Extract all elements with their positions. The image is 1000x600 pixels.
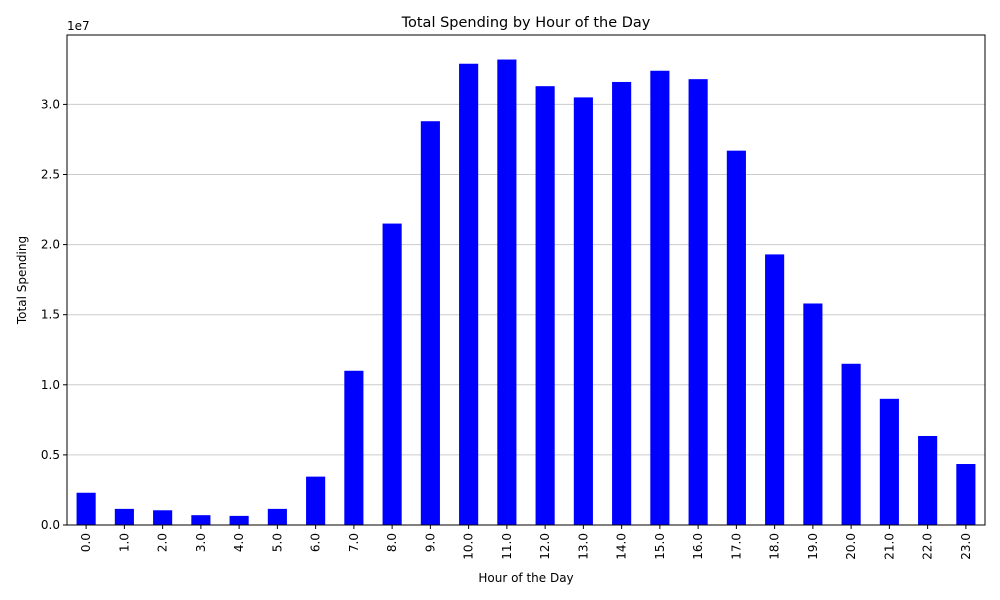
bars bbox=[76, 59, 976, 526]
bar bbox=[612, 81, 632, 525]
bar bbox=[382, 223, 402, 525]
x-tick-label: 17.0 bbox=[729, 533, 743, 560]
bar bbox=[841, 363, 861, 525]
y-tick-label: 3.0 bbox=[41, 97, 60, 111]
x-tick-label: 14.0 bbox=[615, 533, 629, 560]
gridlines bbox=[67, 103, 985, 456]
y-tick-label: 0.0 bbox=[41, 518, 60, 532]
y-tick-label: 2.0 bbox=[41, 238, 60, 252]
x-tick-label: 2.0 bbox=[156, 533, 170, 552]
y-axis-label: Total Spending bbox=[15, 236, 29, 325]
y-tick-label: 1.0 bbox=[41, 378, 60, 392]
x-tick-label: 3.0 bbox=[194, 533, 208, 552]
bar bbox=[497, 59, 517, 526]
bar bbox=[76, 492, 96, 525]
x-tick-label: 4.0 bbox=[232, 533, 246, 552]
x-tick-label: 23.0 bbox=[959, 533, 973, 560]
bar bbox=[879, 398, 899, 525]
x-tick-label: 18.0 bbox=[768, 533, 782, 560]
x-tick-label: 9.0 bbox=[423, 533, 437, 552]
x-tick-label: 21.0 bbox=[882, 533, 896, 560]
bar bbox=[306, 476, 326, 525]
y-tick-label: 0.5 bbox=[41, 448, 60, 462]
bar bbox=[114, 508, 134, 525]
bar bbox=[535, 86, 555, 526]
bar bbox=[459, 63, 479, 525]
bar bbox=[420, 121, 440, 525]
bar bbox=[573, 97, 593, 525]
plot-frame bbox=[66, 34, 986, 526]
y-tick-label: 2.5 bbox=[41, 167, 60, 181]
y-axis-ticks: 0.0 0.5 1.0 1.5 2.0 2.5 3.0 bbox=[41, 97, 67, 532]
x-tick-label: 5.0 bbox=[270, 533, 284, 552]
bar bbox=[229, 515, 249, 525]
x-tick-label: 1.0 bbox=[117, 533, 131, 552]
x-tick-label: 15.0 bbox=[653, 533, 667, 560]
x-tick-label: 11.0 bbox=[500, 533, 514, 560]
bar bbox=[956, 464, 976, 525]
chart-title: Total Spending by Hour of the Day bbox=[401, 15, 651, 31]
bar bbox=[191, 515, 211, 525]
x-tick-label: 7.0 bbox=[347, 533, 361, 552]
x-tick-label: 20.0 bbox=[844, 533, 858, 560]
bar bbox=[803, 303, 823, 525]
x-tick-label: 16.0 bbox=[691, 533, 705, 560]
bar bbox=[918, 435, 938, 525]
x-tick-label: 12.0 bbox=[538, 533, 552, 560]
bar bbox=[650, 70, 670, 526]
x-tick-label: 19.0 bbox=[806, 533, 820, 560]
bar bbox=[267, 508, 287, 525]
x-tick-label: 0.0 bbox=[79, 533, 93, 552]
x-tick-label: 13.0 bbox=[576, 533, 590, 560]
bar bbox=[153, 510, 173, 525]
bar bbox=[726, 150, 746, 526]
y-tick-label: 1.5 bbox=[41, 308, 60, 322]
bar bbox=[344, 370, 364, 525]
bar bbox=[765, 254, 785, 525]
bar bbox=[688, 79, 708, 526]
x-tick-label: 22.0 bbox=[921, 533, 935, 560]
x-tick-label: 8.0 bbox=[385, 533, 399, 552]
x-axis-ticks: 0.0 1.0 2.0 3.0 4.0 5.0 6.0 7.0 8.0 9.0 10.0 11.0 12… bbox=[79, 525, 973, 560]
x-axis-label: Hour of the Day bbox=[478, 571, 573, 585]
y-offset-label: 1e7 bbox=[67, 19, 90, 33]
x-tick-label: 6.0 bbox=[309, 533, 323, 552]
x-tick-label: 10.0 bbox=[462, 533, 476, 560]
